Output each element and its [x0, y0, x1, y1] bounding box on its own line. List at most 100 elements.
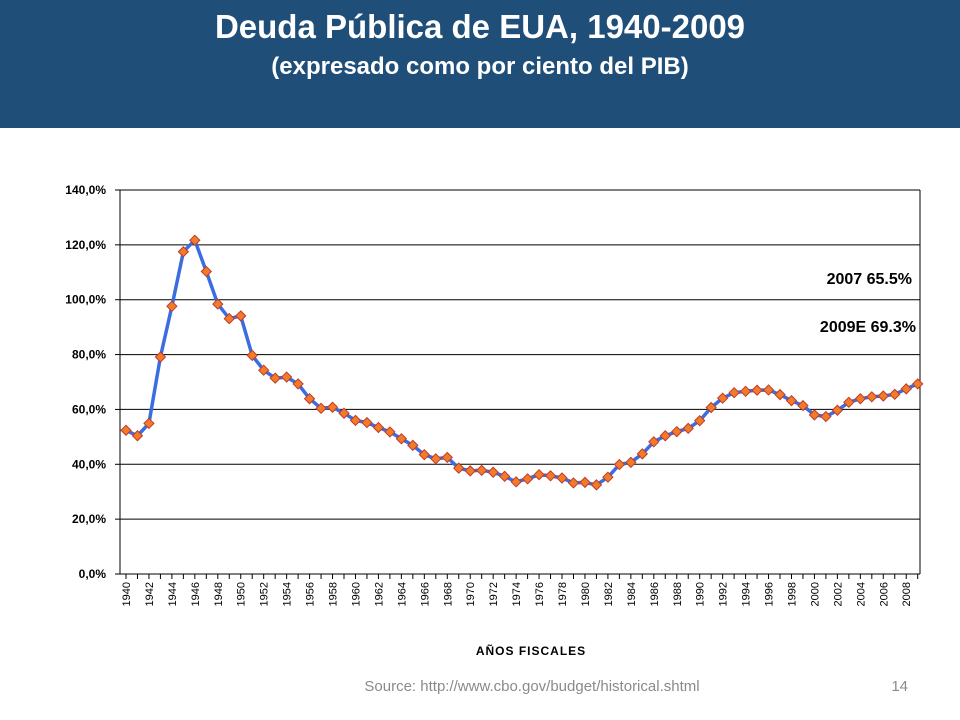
- data-point-marker: [820, 410, 832, 423]
- data-point-marker: [120, 424, 132, 436]
- data-point-marker: [556, 472, 568, 484]
- x-tick-label: 2002: [832, 582, 844, 606]
- data-point-marker: [636, 448, 649, 460]
- y-tick-label: 120,0%: [65, 238, 106, 252]
- data-point-marker: [418, 448, 431, 461]
- data-point-marker: [430, 453, 442, 465]
- data-point-marker: [315, 402, 327, 415]
- y-tick-label: 40,0%: [72, 457, 106, 471]
- x-tick-label: 1946: [190, 582, 202, 606]
- x-tick-label: 1940: [121, 582, 133, 606]
- data-point-marker: [407, 439, 419, 452]
- data-point-marker: [866, 391, 878, 403]
- data-point-marker: [728, 386, 740, 399]
- x-tick-label: 2004: [855, 582, 867, 606]
- x-tick-label: 1954: [282, 582, 294, 606]
- data-point-marker: [843, 396, 855, 409]
- x-tick-label: 1992: [718, 582, 730, 606]
- x-tick-label: 1966: [419, 582, 431, 606]
- data-point-marker: [246, 349, 258, 362]
- data-point-marker: [716, 392, 729, 404]
- x-tick-label: 1978: [557, 582, 569, 606]
- data-point-marker: [774, 388, 786, 401]
- data-point-marker: [372, 421, 385, 434]
- data-point-marker: [889, 388, 901, 401]
- x-tick-label: 1970: [465, 582, 477, 606]
- x-tick-label: 2008: [901, 582, 913, 606]
- y-tick-label: 100,0%: [65, 293, 106, 307]
- data-point-marker: [269, 372, 281, 384]
- data-point-marker: [131, 430, 144, 442]
- x-tick-label: 1962: [373, 582, 385, 606]
- data-point-marker: [349, 414, 362, 427]
- data-point-marker: [212, 298, 224, 310]
- data-point-marker: [464, 465, 476, 477]
- data-point-marker: [648, 436, 660, 448]
- x-tick-label: 1972: [488, 582, 500, 606]
- x-tick-label: 1958: [328, 582, 340, 606]
- data-point-marker: [189, 234, 201, 246]
- data-point-marker: [257, 364, 270, 376]
- data-point-marker: [739, 385, 752, 398]
- y-tick-label: 0,0%: [79, 567, 107, 581]
- data-point-marker: [831, 404, 844, 416]
- data-point-marker: [911, 378, 924, 390]
- x-tick-label: 1976: [534, 582, 546, 606]
- data-point-marker: [292, 378, 304, 390]
- x-tick-label: 1984: [626, 582, 638, 606]
- data-point-marker: [521, 473, 534, 485]
- x-tick-label: 1998: [786, 582, 798, 606]
- data-point-marker: [338, 407, 350, 419]
- data-point-marker: [659, 430, 671, 442]
- x-tick-label: 1948: [213, 582, 225, 606]
- source-note: Source: http://www.cbo.gov/budget/histor…: [364, 678, 700, 695]
- data-point-marker: [361, 416, 373, 429]
- x-tick-label: 2006: [878, 582, 890, 606]
- data-point-marker: [808, 409, 821, 421]
- data-point-marker: [453, 462, 465, 474]
- data-point-marker: [498, 470, 511, 483]
- data-point-marker: [200, 265, 213, 278]
- x-tick-label: 1986: [649, 582, 661, 606]
- data-point-marker: [762, 384, 775, 396]
- data-point-marker: [441, 451, 453, 464]
- data-point-marker: [487, 466, 499, 478]
- x-tick-label: 1982: [603, 582, 615, 606]
- x-tick-label: 1968: [442, 582, 454, 606]
- x-tick-label: 1980: [580, 582, 592, 606]
- annotation-label: 2009E 69.3%: [820, 319, 916, 336]
- data-point-marker: [475, 464, 488, 477]
- data-point-marker: [579, 476, 591, 489]
- data-point-marker: [303, 393, 316, 405]
- data-point-marker: [751, 384, 763, 396]
- x-tick-label: 1960: [350, 582, 362, 606]
- y-tick-label: 60,0%: [72, 402, 106, 416]
- data-point-marker: [693, 414, 706, 427]
- data-point-marker: [854, 393, 867, 405]
- data-point-marker: [326, 401, 339, 413]
- data-point-marker: [544, 470, 557, 482]
- data-point-marker: [625, 456, 637, 469]
- data-point-marker: [613, 458, 626, 471]
- x-tick-label: 2000: [809, 582, 821, 606]
- x-tick-label: 1964: [396, 582, 408, 606]
- x-tick-label: 1952: [259, 582, 271, 606]
- x-tick-label: 1942: [144, 582, 156, 606]
- x-tick-label: 1994: [741, 582, 753, 606]
- data-point-marker: [671, 425, 683, 438]
- data-point-marker: [877, 390, 889, 402]
- data-point-marker: [602, 471, 614, 483]
- data-point-marker: [177, 246, 190, 258]
- x-tick-label: 1988: [672, 582, 684, 606]
- x-tick-label: 1974: [511, 582, 523, 606]
- slide-title: Deuda Pública de EUA, 1940-2009: [214, 8, 746, 45]
- data-point-marker: [785, 394, 798, 407]
- data-point-marker: [797, 399, 809, 412]
- data-point-marker: [235, 310, 247, 322]
- x-axis-label: AÑOS FISCALES: [476, 643, 586, 658]
- annotation-label: 2007 65.5%: [827, 271, 912, 288]
- data-point-marker: [533, 469, 545, 481]
- x-tick-label: 1996: [764, 582, 776, 606]
- data-point-marker: [510, 476, 522, 488]
